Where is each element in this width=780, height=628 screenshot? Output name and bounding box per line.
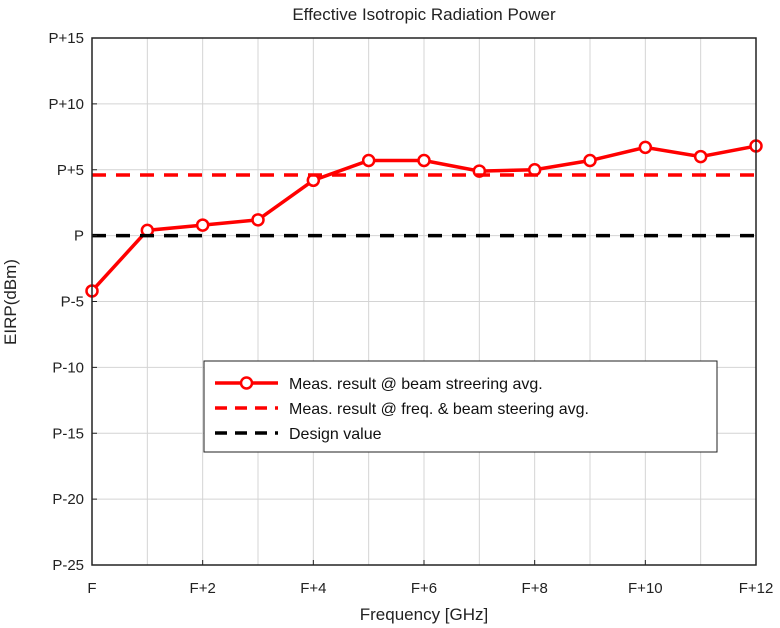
data-point	[693, 149, 708, 164]
chart-title: Effective Isotropic Radiation Power	[292, 5, 556, 24]
y-tick-label: P-5	[61, 294, 84, 311]
y-tick-label: P+5	[57, 162, 84, 179]
grid-lines	[92, 38, 756, 565]
legend-label: Meas. result @ beam streering avg.	[289, 376, 543, 393]
data-point	[361, 153, 376, 168]
y-tick-label: P-15	[52, 425, 84, 442]
legend-label: Design value	[289, 426, 382, 443]
axis-ticks: F F+2 F+4 F+6 F+8 F+10 F+12 P+15 P+10 P+5 P P-5 P-10…	[49, 30, 774, 597]
legend-label: Meas. result @ freq. & beam steering avg…	[289, 401, 589, 418]
y-tick-label: P	[74, 228, 84, 245]
x-tick-label: F+2	[190, 580, 216, 597]
x-tick-label: F+4	[300, 580, 326, 597]
y-tick-label: P+15	[49, 30, 84, 47]
data-point	[583, 153, 597, 168]
data-point	[417, 153, 431, 168]
x-tick-label: F+10	[628, 580, 663, 597]
y-tick-label: P-20	[52, 491, 84, 508]
x-tick-label: F+6	[411, 580, 437, 597]
x-tick-label: F	[87, 580, 96, 597]
y-tick-label: P-10	[52, 359, 84, 376]
series-layer	[85, 139, 763, 298]
legend: Meas. result @ beam streering avg. Meas. …	[203, 360, 718, 453]
y-tick-label: P-25	[52, 557, 84, 574]
data-point	[195, 218, 210, 232]
y-tick-label: P+10	[49, 96, 84, 113]
x-tick-label: F+12	[739, 580, 774, 597]
x-tick-label: F+8	[522, 580, 548, 597]
data-point	[638, 140, 653, 155]
x-axis-label: Frequency [GHz]	[360, 605, 489, 624]
legend-marker	[239, 376, 254, 390]
legend-box	[203, 360, 718, 453]
data-point	[251, 213, 265, 227]
y-axis-label: EIRP(dBm)	[1, 259, 20, 345]
